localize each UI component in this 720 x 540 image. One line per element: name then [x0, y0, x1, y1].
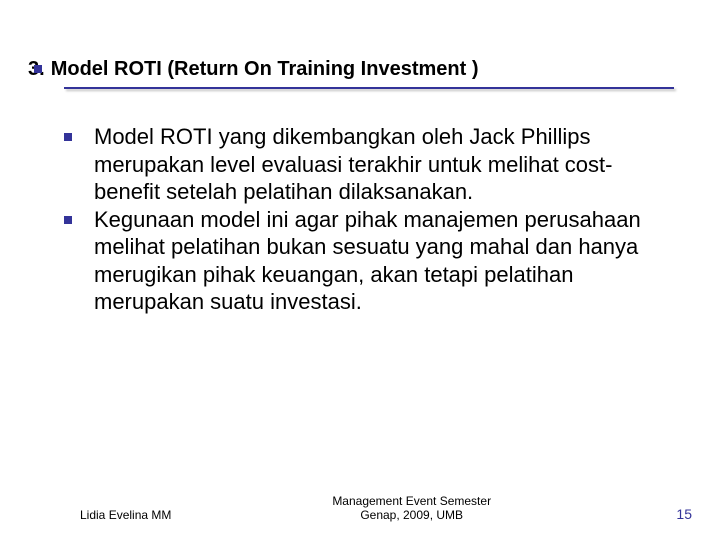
footer-center-line2: Genap, 2009, UMB [171, 508, 652, 522]
slide-title-row: 3. Model ROTI (Return On Training Invest… [28, 58, 692, 81]
square-bullet-icon [64, 133, 72, 141]
footer-center-line1: Management Event Semester [171, 494, 652, 508]
slide-body: Model ROTI yang dikembangkan oleh Jack P… [28, 123, 692, 316]
slide-footer: Lidia Evelina MM Management Event Semest… [0, 494, 720, 522]
list-item: Model ROTI yang dikembangkan oleh Jack P… [64, 123, 672, 206]
footer-center: Management Event Semester Genap, 2009, U… [171, 494, 652, 522]
list-item-text: Kegunaan model ini agar pihak manajemen … [94, 206, 672, 316]
title-accent-icon [34, 65, 42, 73]
slide: 3. Model ROTI (Return On Training Invest… [0, 0, 720, 540]
square-bullet-icon [64, 216, 72, 224]
slide-title: Model ROTI (Return On Training Investmen… [51, 58, 479, 81]
page-number: 15 [652, 506, 692, 522]
footer-author: Lidia Evelina MM [80, 508, 171, 522]
title-underline [64, 87, 674, 89]
list-item-text: Model ROTI yang dikembangkan oleh Jack P… [94, 123, 672, 206]
title-number: 3. [28, 58, 45, 81]
list-item: Kegunaan model ini agar pihak manajemen … [64, 206, 672, 316]
